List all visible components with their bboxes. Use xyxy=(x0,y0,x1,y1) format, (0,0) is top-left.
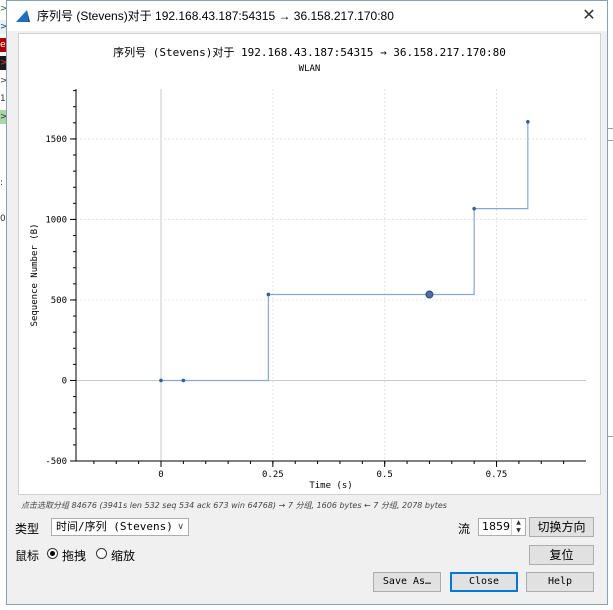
switch-direction-button[interactable]: 切换方向 xyxy=(529,517,594,537)
close-icon[interactable]: ✕ xyxy=(582,5,596,24)
x-tick-label: 0.5 xyxy=(377,470,393,480)
bg-divider xyxy=(603,436,613,437)
data-point xyxy=(159,378,163,383)
chevron-down-icon: ∨ xyxy=(177,522,184,532)
data-point xyxy=(181,378,186,383)
save-as-button[interactable]: Save As… xyxy=(373,572,441,592)
bg-fragment: > xyxy=(0,56,8,70)
help-button[interactable]: Help xyxy=(526,572,594,592)
zoom-label[interactable]: 缩放 xyxy=(111,549,136,563)
drag-radio[interactable] xyxy=(47,548,58,559)
hint-text: 点击选取分组 84676 (3941s len 532 seq 534 ack … xyxy=(21,501,447,510)
sequence-step-line xyxy=(161,121,529,382)
bg-fragment: e xyxy=(0,38,8,52)
y-tick-label: 1000 xyxy=(45,215,67,225)
chart-subtitle: WLAN xyxy=(298,64,321,74)
selected-point xyxy=(425,290,434,299)
graph-type-value: 时间/序列 (Stevens) xyxy=(56,520,173,533)
bg-fragment: > xyxy=(0,76,8,86)
plot-area[interactable]: 序列号 (Stevens)对于 192.168.43.187:54315 → 3… xyxy=(18,33,601,495)
data-point xyxy=(526,120,530,124)
y-tick-label: 500 xyxy=(51,296,67,306)
bg-fragment: > xyxy=(0,4,8,14)
tcp-stream-graph-dialog: 序列号 (Stevens)对于 192.168.43.187:54315 → 3… xyxy=(6,0,608,605)
bg-fragment: > xyxy=(0,110,8,124)
title-bar[interactable]: 序列号 (Stevens)对于 192.168.43.187:54315 → 3… xyxy=(7,1,607,31)
x-axis-label: Time (s) xyxy=(309,481,352,491)
bg-divider xyxy=(603,140,613,141)
close-button[interactable]: Close xyxy=(450,572,518,592)
x-tick-label: 0.75 xyxy=(486,470,508,480)
y-tick-label: 1500 xyxy=(45,135,67,145)
bg-fragment: : xyxy=(0,178,4,188)
data-point xyxy=(472,206,476,211)
x-tick-label: 0 xyxy=(158,470,163,480)
type-label: 类型 xyxy=(15,522,40,536)
window-title: 序列号 (Stevens)对于 192.168.43.187:54315 → 3… xyxy=(37,9,394,23)
graph-type-select[interactable]: 时间/序列 (Stevens) ∨ xyxy=(51,518,189,536)
drag-label[interactable]: 拖拽 xyxy=(62,549,87,563)
mouse-label: 鼠标 xyxy=(15,549,40,563)
sequence-chart[interactable]: 0 0.25 0.5 0.75 -500 0 500 1000 1500 Time (s) Sequ… xyxy=(19,34,600,494)
y-tick-label: -500 xyxy=(45,457,67,467)
y-tick-label: 0 xyxy=(62,376,67,386)
bg-divider xyxy=(603,128,613,129)
shark-fin-icon xyxy=(16,10,30,22)
stream-number-spinbox[interactable]: 1859 ▲ ▼ xyxy=(478,518,526,536)
x-tick-label: 0.25 xyxy=(262,470,284,480)
zoom-radio[interactable] xyxy=(96,548,107,559)
reset-button[interactable]: 复位 xyxy=(529,545,594,565)
bg-fragment: 0 xyxy=(0,214,6,224)
y-axis-label: Sequence Number (B) xyxy=(30,224,40,327)
stream-label: 流 xyxy=(458,522,471,536)
spin-arrows-icon[interactable]: ▲ ▼ xyxy=(511,519,525,535)
chart-title: 序列号 (Stevens)对于 192.168.43.187:54315 → 3… xyxy=(113,46,506,59)
bg-fragment: 1; xyxy=(0,94,8,104)
stream-number-value: 1859 xyxy=(482,520,510,533)
data-point xyxy=(266,292,271,297)
bg-fragment: > xyxy=(0,20,8,34)
